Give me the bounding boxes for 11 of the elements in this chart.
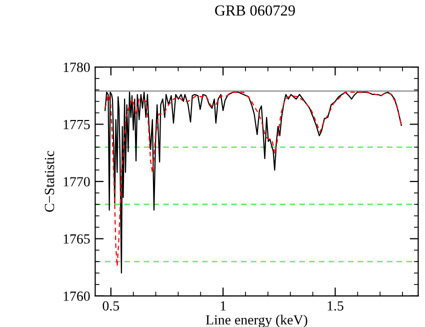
x-tick-label: 1.5 [328, 301, 344, 311]
y-tick-label: 1760 [64, 292, 90, 301]
x-tick-label: 1 [220, 301, 226, 310]
x-axis-title: Line energy (keV) [206, 314, 308, 327]
y-axis-title: C−Statistic [44, 150, 54, 212]
y-tick-label: 1775 [64, 120, 90, 130]
chart-title: GRB 060729 [215, 5, 295, 16]
y-tick-label: 1770 [64, 177, 90, 186]
y-tick-label: 1765 [64, 234, 90, 244]
y-tick-label: 1780 [64, 62, 90, 72]
x-tick-label: 0.5 [102, 301, 120, 311]
